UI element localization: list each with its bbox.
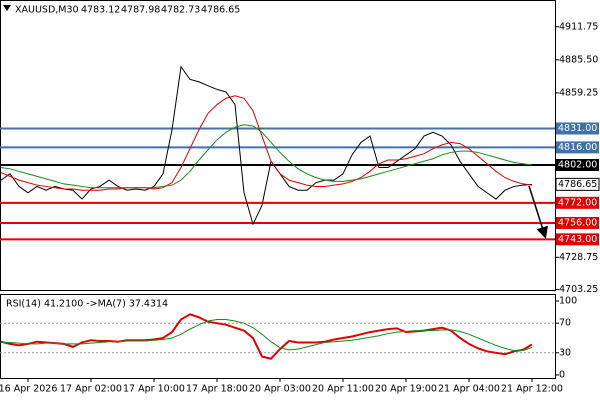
series-line — [0, 313, 533, 360]
x-tick-label: 21 Apr 12:00 — [501, 384, 563, 395]
price-tag — [555, 177, 600, 191]
dropdown-icon[interactable] — [3, 5, 11, 11]
x-tick-label: 17 Apr 18:00 — [186, 384, 248, 395]
x-tick-label: 16 Apr 2026 — [0, 384, 57, 395]
ohlc-open: 4783.12 — [81, 5, 120, 16]
level-label: 4831.00 — [558, 123, 597, 134]
x-tick-label: 20 Apr 11:00 — [312, 384, 374, 395]
level-label: 4756.00 — [558, 217, 597, 228]
level-label: 4802.00 — [558, 160, 597, 171]
x-tick-label: 20 Apr 19:00 — [375, 384, 437, 395]
level-tag — [556, 122, 599, 135]
level-label: 4816.00 — [558, 142, 597, 153]
series-line — [0, 95, 533, 191]
level-tag — [556, 196, 599, 209]
ohlc-close: 4786.65 — [201, 5, 240, 16]
main-panel — [0, 0, 556, 291]
y-tick-label: 4728.75 — [559, 252, 598, 263]
series-line — [0, 65, 533, 226]
y-tick-label: 4859.25 — [559, 87, 598, 98]
y-tick-label: 70 — [559, 318, 571, 329]
y-tick-label: 30 — [559, 347, 571, 358]
x-tick-label: 17 Apr 02:00 — [60, 384, 122, 395]
level-tag — [556, 159, 599, 172]
ohlc-low: 4782.73 — [161, 5, 200, 16]
x-tick-label: 17 Apr 10:00 — [123, 384, 185, 395]
y-tick-label: 4703.25 — [559, 284, 598, 295]
price-label: 4786.65 — [558, 179, 597, 190]
level-tag — [556, 141, 599, 154]
rsi-title: RSI(14) 41.2100 ->MA(7) 37.4314 — [6, 299, 168, 310]
forecast-arrow — [528, 185, 548, 239]
level-tag — [556, 216, 599, 229]
y-tick-label: 4885.50 — [559, 54, 598, 65]
symbol: XAUUSD,M30 — [15, 5, 79, 16]
ohlc-high: 4787.98 — [121, 5, 160, 16]
y-tick-label: 100 — [559, 296, 577, 307]
rsi-panel — [0, 294, 556, 379]
series-line — [1, 319, 533, 352]
level-label: 4772.00 — [558, 197, 597, 208]
level-tag — [556, 233, 599, 246]
y-tick-label: 0 — [559, 370, 565, 381]
x-tick-label: 21 Apr 04:00 — [438, 384, 500, 395]
level-label: 4743.00 — [558, 234, 597, 245]
series-line — [0, 124, 533, 189]
x-tick-label: 20 Apr 03:00 — [249, 384, 311, 395]
y-tick-label: 4911.75 — [559, 21, 598, 32]
